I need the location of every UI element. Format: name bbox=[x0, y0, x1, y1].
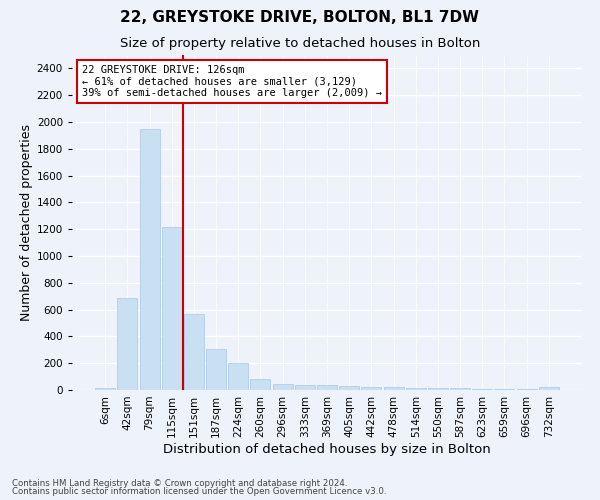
Bar bbox=[272, 384, 293, 390]
Bar bbox=[228, 363, 248, 390]
Bar bbox=[140, 128, 160, 390]
Bar bbox=[206, 349, 226, 390]
Text: 22 GREYSTOKE DRIVE: 126sqm
← 61% of detached houses are smaller (3,129)
39% of s: 22 GREYSTOKE DRIVE: 126sqm ← 61% of deta… bbox=[82, 65, 382, 98]
Bar bbox=[472, 388, 492, 390]
Text: Size of property relative to detached houses in Bolton: Size of property relative to detached ho… bbox=[120, 38, 480, 51]
Y-axis label: Number of detached properties: Number of detached properties bbox=[20, 124, 32, 321]
Bar bbox=[118, 298, 137, 390]
Bar bbox=[494, 389, 514, 390]
Bar bbox=[450, 388, 470, 390]
Text: Contains public sector information licensed under the Open Government Licence v3: Contains public sector information licen… bbox=[12, 487, 386, 496]
Bar bbox=[250, 380, 271, 390]
Bar bbox=[428, 388, 448, 390]
Text: Contains HM Land Registry data © Crown copyright and database right 2024.: Contains HM Land Registry data © Crown c… bbox=[12, 478, 347, 488]
Bar bbox=[162, 226, 182, 390]
Bar bbox=[295, 385, 315, 390]
Text: 22, GREYSTOKE DRIVE, BOLTON, BL1 7DW: 22, GREYSTOKE DRIVE, BOLTON, BL1 7DW bbox=[121, 10, 479, 25]
Bar bbox=[95, 388, 115, 390]
Bar bbox=[361, 386, 382, 390]
Bar bbox=[539, 388, 559, 390]
Bar bbox=[383, 388, 404, 390]
X-axis label: Distribution of detached houses by size in Bolton: Distribution of detached houses by size … bbox=[163, 442, 491, 456]
Bar bbox=[184, 314, 204, 390]
Bar bbox=[317, 386, 337, 390]
Bar bbox=[406, 388, 426, 390]
Bar bbox=[339, 386, 359, 390]
